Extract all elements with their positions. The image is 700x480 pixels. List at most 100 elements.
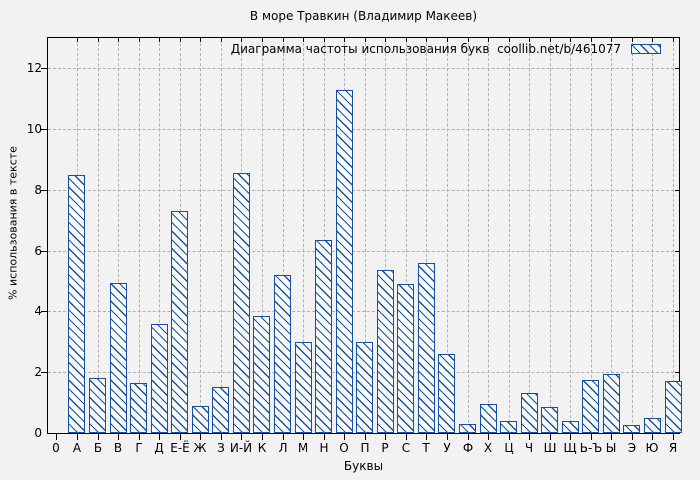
grid-line-v: [529, 38, 530, 433]
grid-line-v: [468, 38, 469, 433]
bar: [459, 424, 476, 433]
y-tick-mark: [675, 189, 679, 191]
grid-line-v: [652, 38, 653, 433]
x-tick-mark: [385, 38, 386, 42]
y-tick-mark: [675, 372, 679, 374]
legend-label: Диаграмма частоты использования букв coo…: [230, 42, 621, 56]
bar: [110, 283, 127, 433]
y-tick-label: 2: [34, 365, 42, 379]
grid-line-v: [365, 38, 366, 433]
bar: [603, 374, 620, 433]
x-tick-label: А: [72, 441, 82, 455]
bar: [562, 421, 579, 433]
bar: [274, 275, 291, 433]
grid-line-v: [221, 38, 222, 433]
grid-line-v: [426, 38, 427, 433]
grid-line-v: [591, 38, 592, 433]
x-tick-label: Л: [278, 441, 288, 455]
x-tick-label: Ь-Ъ: [579, 441, 603, 455]
x-tick-mark: [365, 38, 366, 42]
x-tick-mark: [118, 434, 119, 440]
legend: Диаграмма частоты использования букв coo…: [231, 42, 661, 56]
x-tick-mark: [139, 434, 140, 440]
x-tick-label: В: [113, 441, 123, 455]
x-tick-mark: [652, 434, 653, 440]
bar: [212, 387, 229, 433]
x-tick-label: Ш: [543, 441, 557, 455]
x-origin-label: 0: [52, 441, 60, 455]
x-tick-label: О: [339, 441, 349, 455]
x-tick-mark: [139, 38, 140, 42]
x-tick-mark: [550, 38, 551, 42]
x-tick-label: Ф: [462, 441, 474, 455]
grid-line-v: [283, 38, 284, 433]
x-tick-mark: [118, 38, 119, 42]
bar: [665, 381, 682, 433]
x-tick-mark: [550, 434, 551, 440]
x-tick-label: Я: [668, 441, 678, 455]
bar: [541, 407, 558, 433]
x-tick-mark: [611, 38, 612, 42]
y-tick-label: 0: [34, 426, 42, 440]
x-tick-label: Х: [483, 441, 493, 455]
x-tick-label: Н: [319, 441, 329, 455]
bar: [295, 342, 312, 433]
x-tick-mark: [159, 38, 160, 42]
x-tick-mark: [221, 434, 222, 440]
bar: [315, 240, 332, 433]
bar: [356, 342, 373, 433]
x-tick-mark: [98, 434, 99, 440]
x-tick-mark: [180, 434, 181, 440]
x-tick-mark: [447, 434, 448, 440]
x-tick-mark: [98, 38, 99, 42]
x-tick-mark: [426, 38, 427, 42]
x-tick-label: С: [401, 441, 411, 455]
y-tick-mark: [41, 129, 47, 131]
x-tick-label: К: [257, 441, 267, 455]
grid-line-h: [48, 250, 679, 252]
grid-line-v: [200, 38, 201, 433]
x-tick-label: Е-Ё: [170, 441, 190, 455]
x-tick-mark: [591, 434, 592, 440]
x-tick-mark: [488, 434, 489, 440]
x-tick-mark: [385, 434, 386, 440]
x-tick-mark: [632, 434, 633, 440]
x-tick-mark: [673, 38, 674, 42]
grid-line-v: [570, 38, 571, 433]
grid-line-v: [139, 38, 140, 433]
x-tick-mark: [200, 38, 201, 42]
grid-line-v: [447, 38, 448, 433]
x-tick-label: И-Й: [229, 441, 253, 455]
x-tick-label: Щ: [563, 441, 577, 455]
grid-line-v: [488, 38, 489, 433]
x-tick-mark: [447, 38, 448, 42]
chart-title: В море Травкин (Владимир Макеев): [249, 9, 478, 23]
plot-area: Диаграмма частоты использования букв coo…: [41, 37, 682, 440]
x-tick-label: Д: [154, 441, 164, 455]
x-tick-mark: [632, 38, 633, 42]
y-tick-mark: [41, 250, 47, 252]
y-tick-mark: [41, 372, 47, 374]
y-tick-mark: [41, 189, 47, 191]
bar: [336, 90, 353, 433]
x-tick-mark: [283, 38, 284, 42]
grid-line-v: [509, 38, 510, 433]
bar: [397, 284, 414, 433]
bar: [377, 270, 394, 433]
bar: [68, 175, 85, 433]
x-tick-mark: [591, 38, 592, 42]
x-tick-mark: [468, 434, 469, 440]
bar: [253, 316, 270, 433]
x-tick-label: Т: [422, 441, 430, 455]
y-tick-mark: [675, 129, 679, 131]
x-tick-mark: [344, 38, 345, 42]
y-tick-mark: [675, 68, 679, 70]
grid-line-v: [303, 38, 304, 433]
grid-line-h: [48, 68, 679, 70]
x-tick-mark: [673, 434, 674, 440]
x-tick-mark: [509, 434, 510, 440]
bar: [233, 173, 250, 433]
x-tick-mark: [344, 434, 345, 440]
y-tick-mark: [41, 68, 47, 70]
